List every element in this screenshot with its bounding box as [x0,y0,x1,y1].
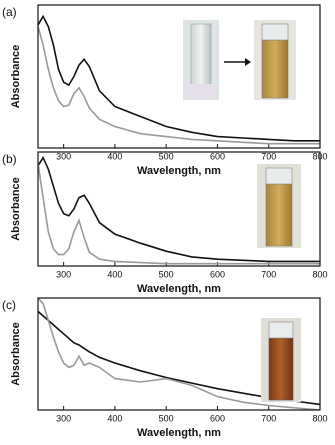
spectrum-line [38,298,320,410]
x-tick-label: 600 [210,151,225,161]
x-tick-label: 500 [159,413,174,423]
photo-c [261,318,301,402]
y-axis-title: Absorbance [10,177,22,241]
photo-after-a [254,20,296,100]
spectrum-line [38,26,320,145]
x-axis-title: Wavelength, nm [137,165,221,177]
plot-frame [37,297,321,411]
y-axis-title: Absorbance [10,45,22,109]
plot-frame [37,4,321,149]
x-tick-label: 300 [56,413,71,423]
x-tick-label: 600 [210,413,225,423]
x-tick-label: 400 [107,269,122,279]
x-tick-label: 700 [261,413,276,423]
x-tick-label: 400 [107,151,122,161]
x-tick-label: 800 [312,269,327,279]
x-tick-label: 500 [159,269,174,279]
arrow [224,58,251,66]
x-axis-title: Wavelength, nm [137,427,221,439]
x-tick-label: 800 [312,413,327,423]
x-tick-label: 600 [210,269,225,279]
plot-frame [37,151,321,267]
x-tick-label: 500 [159,151,174,161]
x-tick-label: 400 [107,413,122,423]
x-tick-label: 700 [261,151,276,161]
x-tick-label: 300 [56,269,71,279]
panel: (c) Absorbance Wavelength, nm 300 400 500 600 7… [2,297,328,439]
panel-label: (b) [2,152,17,166]
y-axis-title: Absorbance [10,322,22,386]
panel-label: (a) [2,5,17,19]
charts: (a) Absorbance Wavelength, nm 300 400 500 600 7… [2,4,328,439]
panel: (b) Absorbance Wavelength, nm 300 400 500 600 7… [2,151,328,295]
x-axis-title: Wavelength, nm [137,283,221,295]
spectrum-line [38,310,320,406]
x-tick-label: 300 [56,151,71,161]
photo-b [257,164,301,248]
spectrum-line [38,14,320,142]
spectrum-line [38,163,320,265]
x-tick-label: 700 [261,269,276,279]
photo-before [183,20,219,100]
panel-label: (c) [2,298,16,312]
spectrum-line [38,156,320,263]
